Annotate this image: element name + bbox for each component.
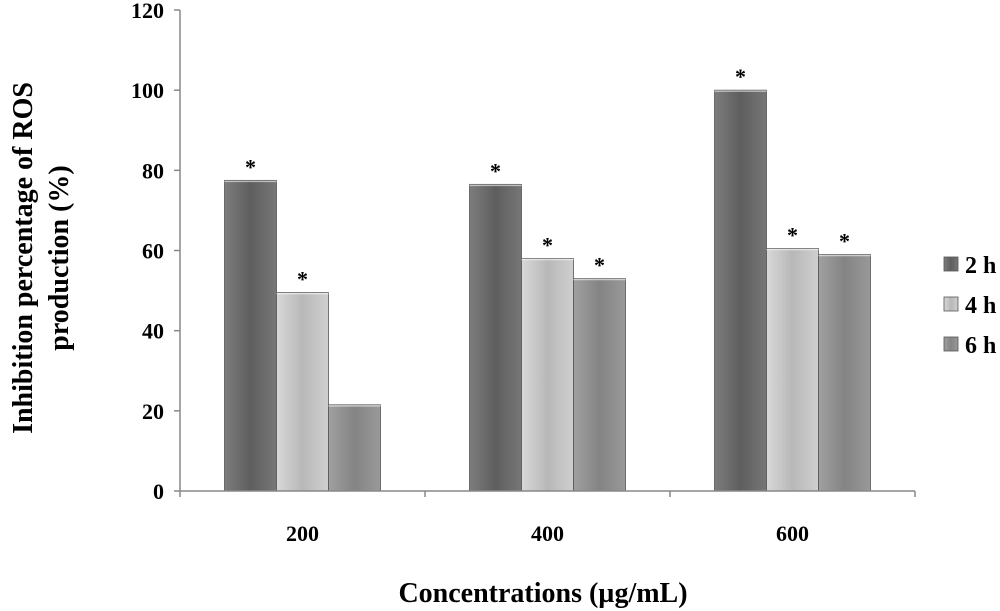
significance-marker: * [297, 267, 308, 292]
y-tick-label: 20 [142, 399, 164, 424]
y-axis-title-line-2: production (%) [44, 165, 75, 350]
y-tick-label: 0 [153, 479, 164, 504]
bar-2h-200 [224, 179, 277, 492]
bar-4h-600 [766, 248, 819, 492]
y-tick-label: 40 [142, 319, 164, 344]
legend-swatch-2h [943, 256, 959, 272]
x-tick-label: 400 [531, 521, 564, 546]
legend-swatch-4h [943, 296, 959, 312]
bar-6h-200 [328, 404, 381, 492]
legend-label-2h: 2 h [965, 253, 996, 279]
significance-marker: * [787, 222, 798, 247]
legend-label-6h: 6 h [965, 333, 996, 359]
bar-4h-400 [521, 258, 574, 492]
legend-label-4h: 4 h [965, 293, 996, 319]
x-axis-title: Concentrations (µg/mL) [398, 578, 687, 609]
y-tick-label: 120 [131, 0, 164, 23]
significance-marker: * [245, 154, 256, 179]
bars-group: * * * * * * * * [224, 64, 871, 492]
y-tick-label: 80 [142, 158, 164, 183]
significance-marker: * [839, 229, 850, 254]
legend-swatch-6h [943, 336, 959, 352]
y-tick-label: 60 [142, 239, 164, 264]
significance-marker: * [735, 64, 746, 89]
bar-6h-400 [573, 278, 626, 492]
axes-group: 0 20 40 60 80 100 120 200 400 600 [131, 0, 916, 546]
y-axis-title-line-1: Inhibition percentage of ROS [8, 82, 39, 434]
y-axis-title: Inhibition percentage of ROS production … [8, 82, 75, 434]
y-tick-label: 100 [131, 78, 164, 103]
x-tick-label: 600 [776, 521, 809, 546]
legend: 2 h 4 h 6 h [943, 253, 996, 359]
bar-2h-600 [714, 89, 767, 492]
x-tick-label: 200 [286, 521, 319, 546]
bar-6h-600 [818, 254, 871, 492]
bar-4h-200 [276, 292, 329, 492]
bar-2h-400 [469, 183, 522, 492]
significance-marker: * [542, 233, 553, 258]
significance-marker: * [594, 253, 605, 278]
significance-marker: * [490, 158, 501, 183]
